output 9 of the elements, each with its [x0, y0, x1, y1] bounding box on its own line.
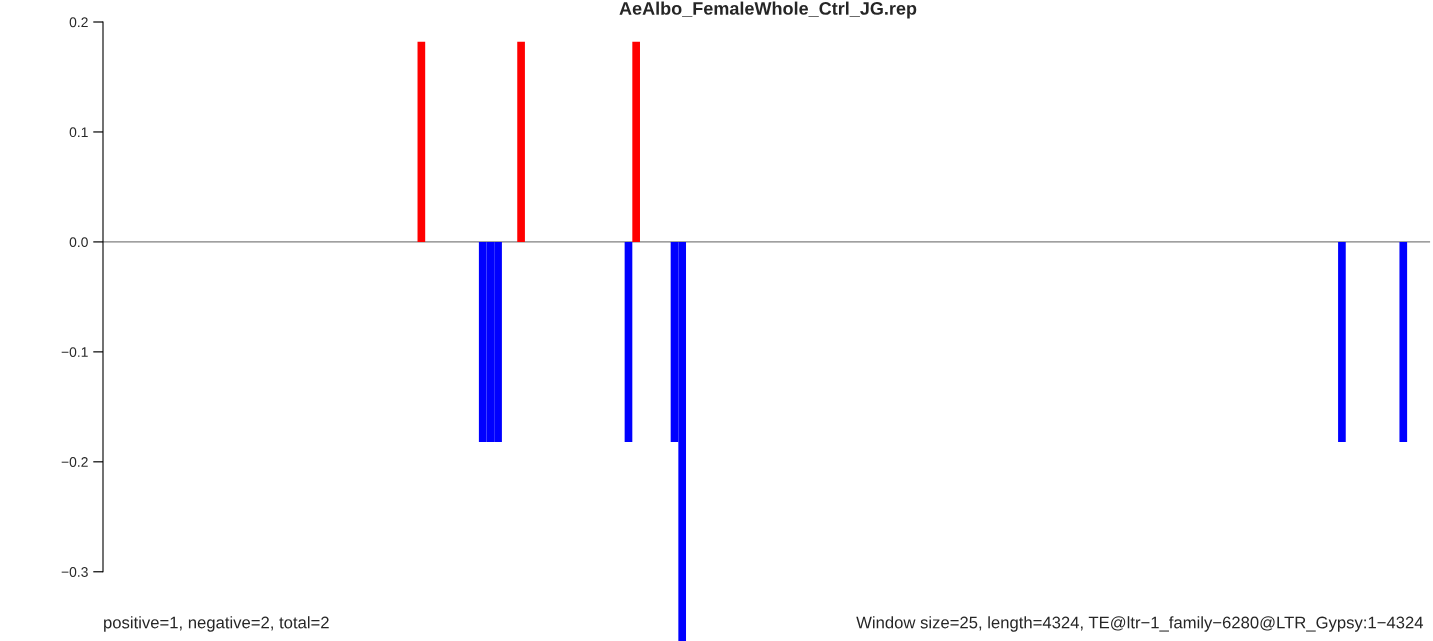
y-tick-label: 0.0: [69, 237, 88, 248]
annotation: Window size=25, length=4324, TE@ltr−1_family−6280@LTR_Gypsy:1−4324: [856, 616, 1424, 632]
y-tick-label: −0.1: [61, 347, 88, 358]
chart-title: AeAlbo_FemaleWhole_Ctrl_JG.rep: [619, 1, 917, 19]
y-tick-label: 0.1: [69, 127, 88, 138]
y-tick-label: −0.3: [61, 567, 88, 577]
annotation: positive=1, negative=2, total=2: [104, 616, 329, 632]
y-tick-label: −0.2: [61, 457, 88, 467]
y-tick-label: 0.2: [69, 17, 88, 28]
